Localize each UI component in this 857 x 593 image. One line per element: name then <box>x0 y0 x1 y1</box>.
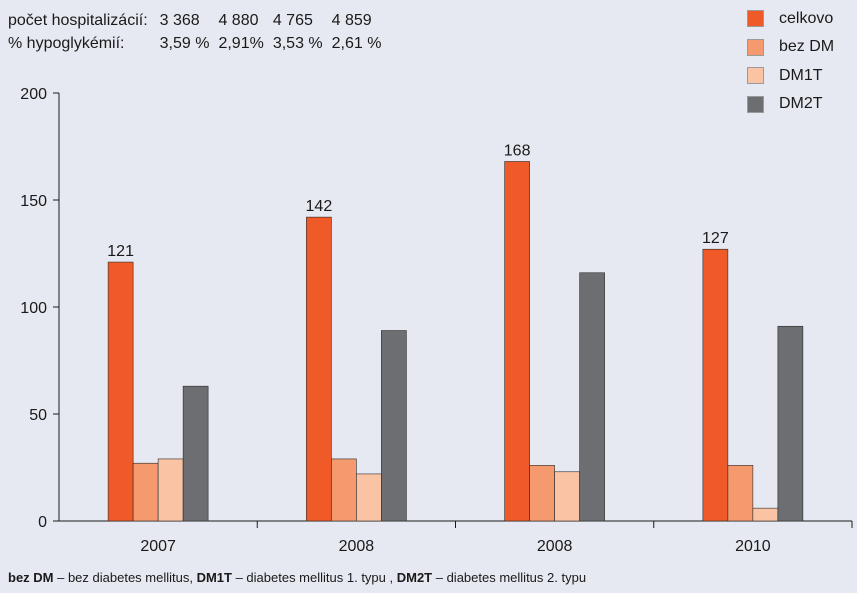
x-tick-label: 2008 <box>537 538 573 555</box>
y-tick-label: 150 <box>20 193 47 210</box>
bar <box>132 462 159 522</box>
legend-item: DM1T <box>747 63 834 88</box>
bar <box>702 248 729 522</box>
hypoglycemia-value: 3,53 % <box>272 35 323 52</box>
hospitalizations-value: 4 880 <box>218 12 259 29</box>
bar <box>727 465 754 522</box>
bar-data-label: 127 <box>702 230 729 247</box>
bar <box>331 458 357 522</box>
bar <box>752 507 779 522</box>
hospitalizations-value: 3 368 <box>159 12 200 29</box>
legend-item: bez DM <box>747 35 834 60</box>
x-tick-label: 2007 <box>140 538 176 555</box>
bar <box>529 465 555 522</box>
footnote-term: DM2T <box>396 570 433 585</box>
y-tick-label: 50 <box>29 407 47 424</box>
footnote: bez DM – bez diabetes mellitus, DM1T – d… <box>8 570 586 585</box>
bar <box>107 261 134 522</box>
hospitalizations-value: 4 765 <box>272 12 313 29</box>
legend-item: celkovo <box>747 6 834 31</box>
bar <box>356 473 382 522</box>
legend-swatch <box>747 67 764 84</box>
bar <box>182 385 209 522</box>
hypoglycemia-value: 3,59 % <box>159 35 210 52</box>
y-axis: 0 50 100 150 200 <box>20 86 60 531</box>
legend-label: DM2T <box>779 95 823 112</box>
footnote-text: – bez diabetes mellitus, <box>53 570 197 585</box>
y-tick-label: 100 <box>20 300 47 317</box>
bar <box>381 330 407 522</box>
hospitalizations-row: počet hospitalizácií: 3 368 4 880 4 765 … <box>8 9 390 32</box>
x-axis: 2007 2008 2008 2010 <box>53 520 853 555</box>
hypoglycemia-label: % hypoglykémií: <box>8 35 125 52</box>
hypoglycemia-value: 2,61 % <box>331 35 382 52</box>
hypoglycemia-value: 2,91% <box>218 35 264 52</box>
bar-value-labels: 121 142 168 127 <box>107 142 729 260</box>
bar <box>554 471 580 522</box>
legend-label: celkovo <box>779 9 834 27</box>
bar <box>306 216 332 522</box>
legend-label: DM1T <box>779 66 823 84</box>
hospitalizations-value: 4 859 <box>331 12 372 29</box>
bar <box>504 161 530 522</box>
hypoglycemia-row: % hypoglykémií: 3,59 % 2,91% 3,53 % 2,61… <box>8 32 390 55</box>
legend: celkovo bez DM DM1T DM2T <box>747 6 834 120</box>
legend-swatch <box>747 95 764 113</box>
bar <box>777 325 804 522</box>
legend-swatch <box>747 10 764 27</box>
stats-table: počet hospitalizácií: 3 368 4 880 4 765 … <box>8 9 390 55</box>
x-tick-label: 2008 <box>339 538 375 555</box>
bar <box>579 272 605 522</box>
footnote-text: – diabetes mellitus 2. typu <box>432 570 587 585</box>
footnote-term: DM1T <box>196 570 232 585</box>
footnote-text: – diabetes mellitus 1. typu , <box>231 570 397 585</box>
legend-item: DM2T <box>747 92 834 117</box>
legend-label: bez DM <box>779 38 835 55</box>
bar-data-label: 168 <box>504 142 531 159</box>
footnote-term: bez DM <box>8 570 54 585</box>
hospitalizations-label: počet hospitalizácií: <box>8 12 148 29</box>
bar-data-label: 121 <box>107 243 134 260</box>
bar <box>157 458 184 522</box>
x-tick-label: 2010 <box>735 538 771 555</box>
y-tick-label: 200 <box>20 86 47 103</box>
bars <box>107 161 804 522</box>
bar-data-label: 142 <box>306 198 333 215</box>
y-tick-label: 0 <box>38 514 47 531</box>
legend-swatch <box>747 38 764 56</box>
